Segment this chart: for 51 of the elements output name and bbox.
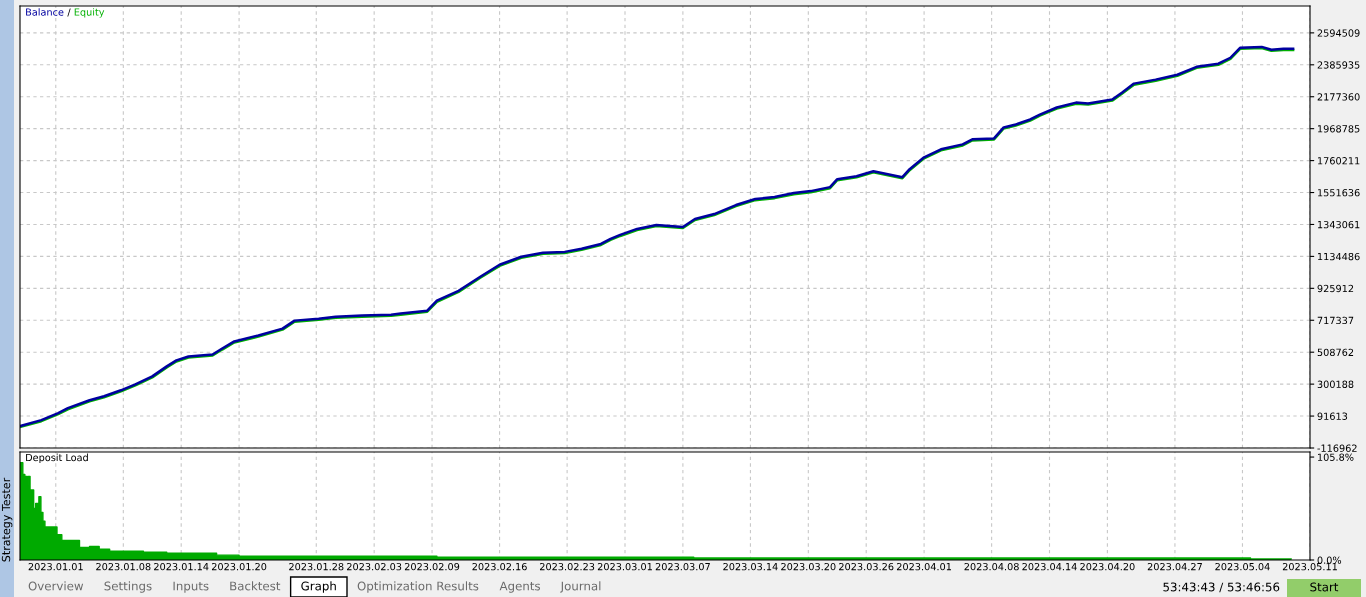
y-tick-label: -116962 — [1317, 444, 1357, 452]
text: Inputs — [173, 581, 209, 593]
x-tick-label: 2023.02.16 — [472, 562, 527, 571]
x-tick-label: 2023.03.20 — [781, 562, 836, 571]
y-tick-label: 1343061 — [1318, 220, 1360, 229]
text: Start — [1310, 582, 1339, 592]
y-tick-label: 1760211 — [1318, 157, 1360, 165]
x-tick-label: 2023.02.03 — [347, 562, 402, 571]
text: Graph — [301, 581, 336, 593]
y-tick-label: 300188 — [1317, 380, 1354, 388]
y-tick-label: 717337 — [1317, 316, 1354, 325]
text: Agents — [499, 581, 541, 593]
y-tick-label: 508762 — [1317, 348, 1354, 357]
text: Equity — [74, 8, 105, 18]
y-tick-label: 2177360 — [1317, 93, 1360, 101]
y-tick-label: 2385935 — [1317, 61, 1360, 69]
chart-title: Deposit Load — [26, 453, 88, 464]
y-tick-label: 1134486 — [1318, 252, 1360, 261]
y-tick-label: 925912 — [1317, 284, 1354, 293]
y-tick-label: 91613 — [1317, 412, 1348, 420]
x-tick-label: 2023.05.04 — [1215, 562, 1270, 571]
x-tick-label: 2023.04.08 — [964, 562, 1019, 571]
x-tick-label: 2023.02.23 — [539, 562, 595, 571]
text: Overview — [28, 581, 84, 591]
x-tick-label: 2023.05.11 — [1282, 562, 1337, 571]
x-tick-label: 2023.01.28 — [289, 562, 344, 571]
y-tick-label: 1551636 — [1318, 189, 1360, 197]
text: Journal — [560, 581, 601, 593]
text: Settings — [104, 581, 152, 593]
text: Balance — [26, 8, 64, 16]
x-tick-label: 2023.04.27 — [1147, 562, 1202, 571]
annotation: / — [67, 8, 71, 17]
x-tick-label: 2023.01.01 — [28, 562, 83, 571]
y-tick-label: 2594509 — [1317, 29, 1360, 37]
y-tick-label: 105.8% — [1318, 453, 1354, 461]
x-tick-label: 2023.02.09 — [404, 562, 460, 571]
x-tick-label: 2023.04.01 — [896, 562, 952, 571]
text: Strategy Tester — [1, 477, 13, 562]
text: Optimization Results — [357, 581, 479, 593]
y-tick-label: 1968785 — [1318, 125, 1360, 133]
x-tick-label: 2023.01.20 — [211, 562, 267, 571]
x-tick-label: 2023.03.07 — [655, 562, 710, 571]
x-tick-label: 2023.03.01 — [597, 562, 652, 571]
x-tick-label: 2023.04.20 — [1080, 562, 1135, 571]
x-tick-label: 2023.03.14 — [723, 562, 778, 571]
x-tick-label: 2023.01.14 — [154, 562, 209, 571]
x-tick-label: 2023.03.26 — [839, 562, 894, 571]
text: Backtest — [230, 581, 281, 591]
x-tick-label: 2023.01.08 — [96, 562, 151, 571]
text: 53:43:43 / 53:46:56 — [1163, 582, 1280, 593]
x-tick-label: 2023.04.14 — [1022, 562, 1077, 571]
